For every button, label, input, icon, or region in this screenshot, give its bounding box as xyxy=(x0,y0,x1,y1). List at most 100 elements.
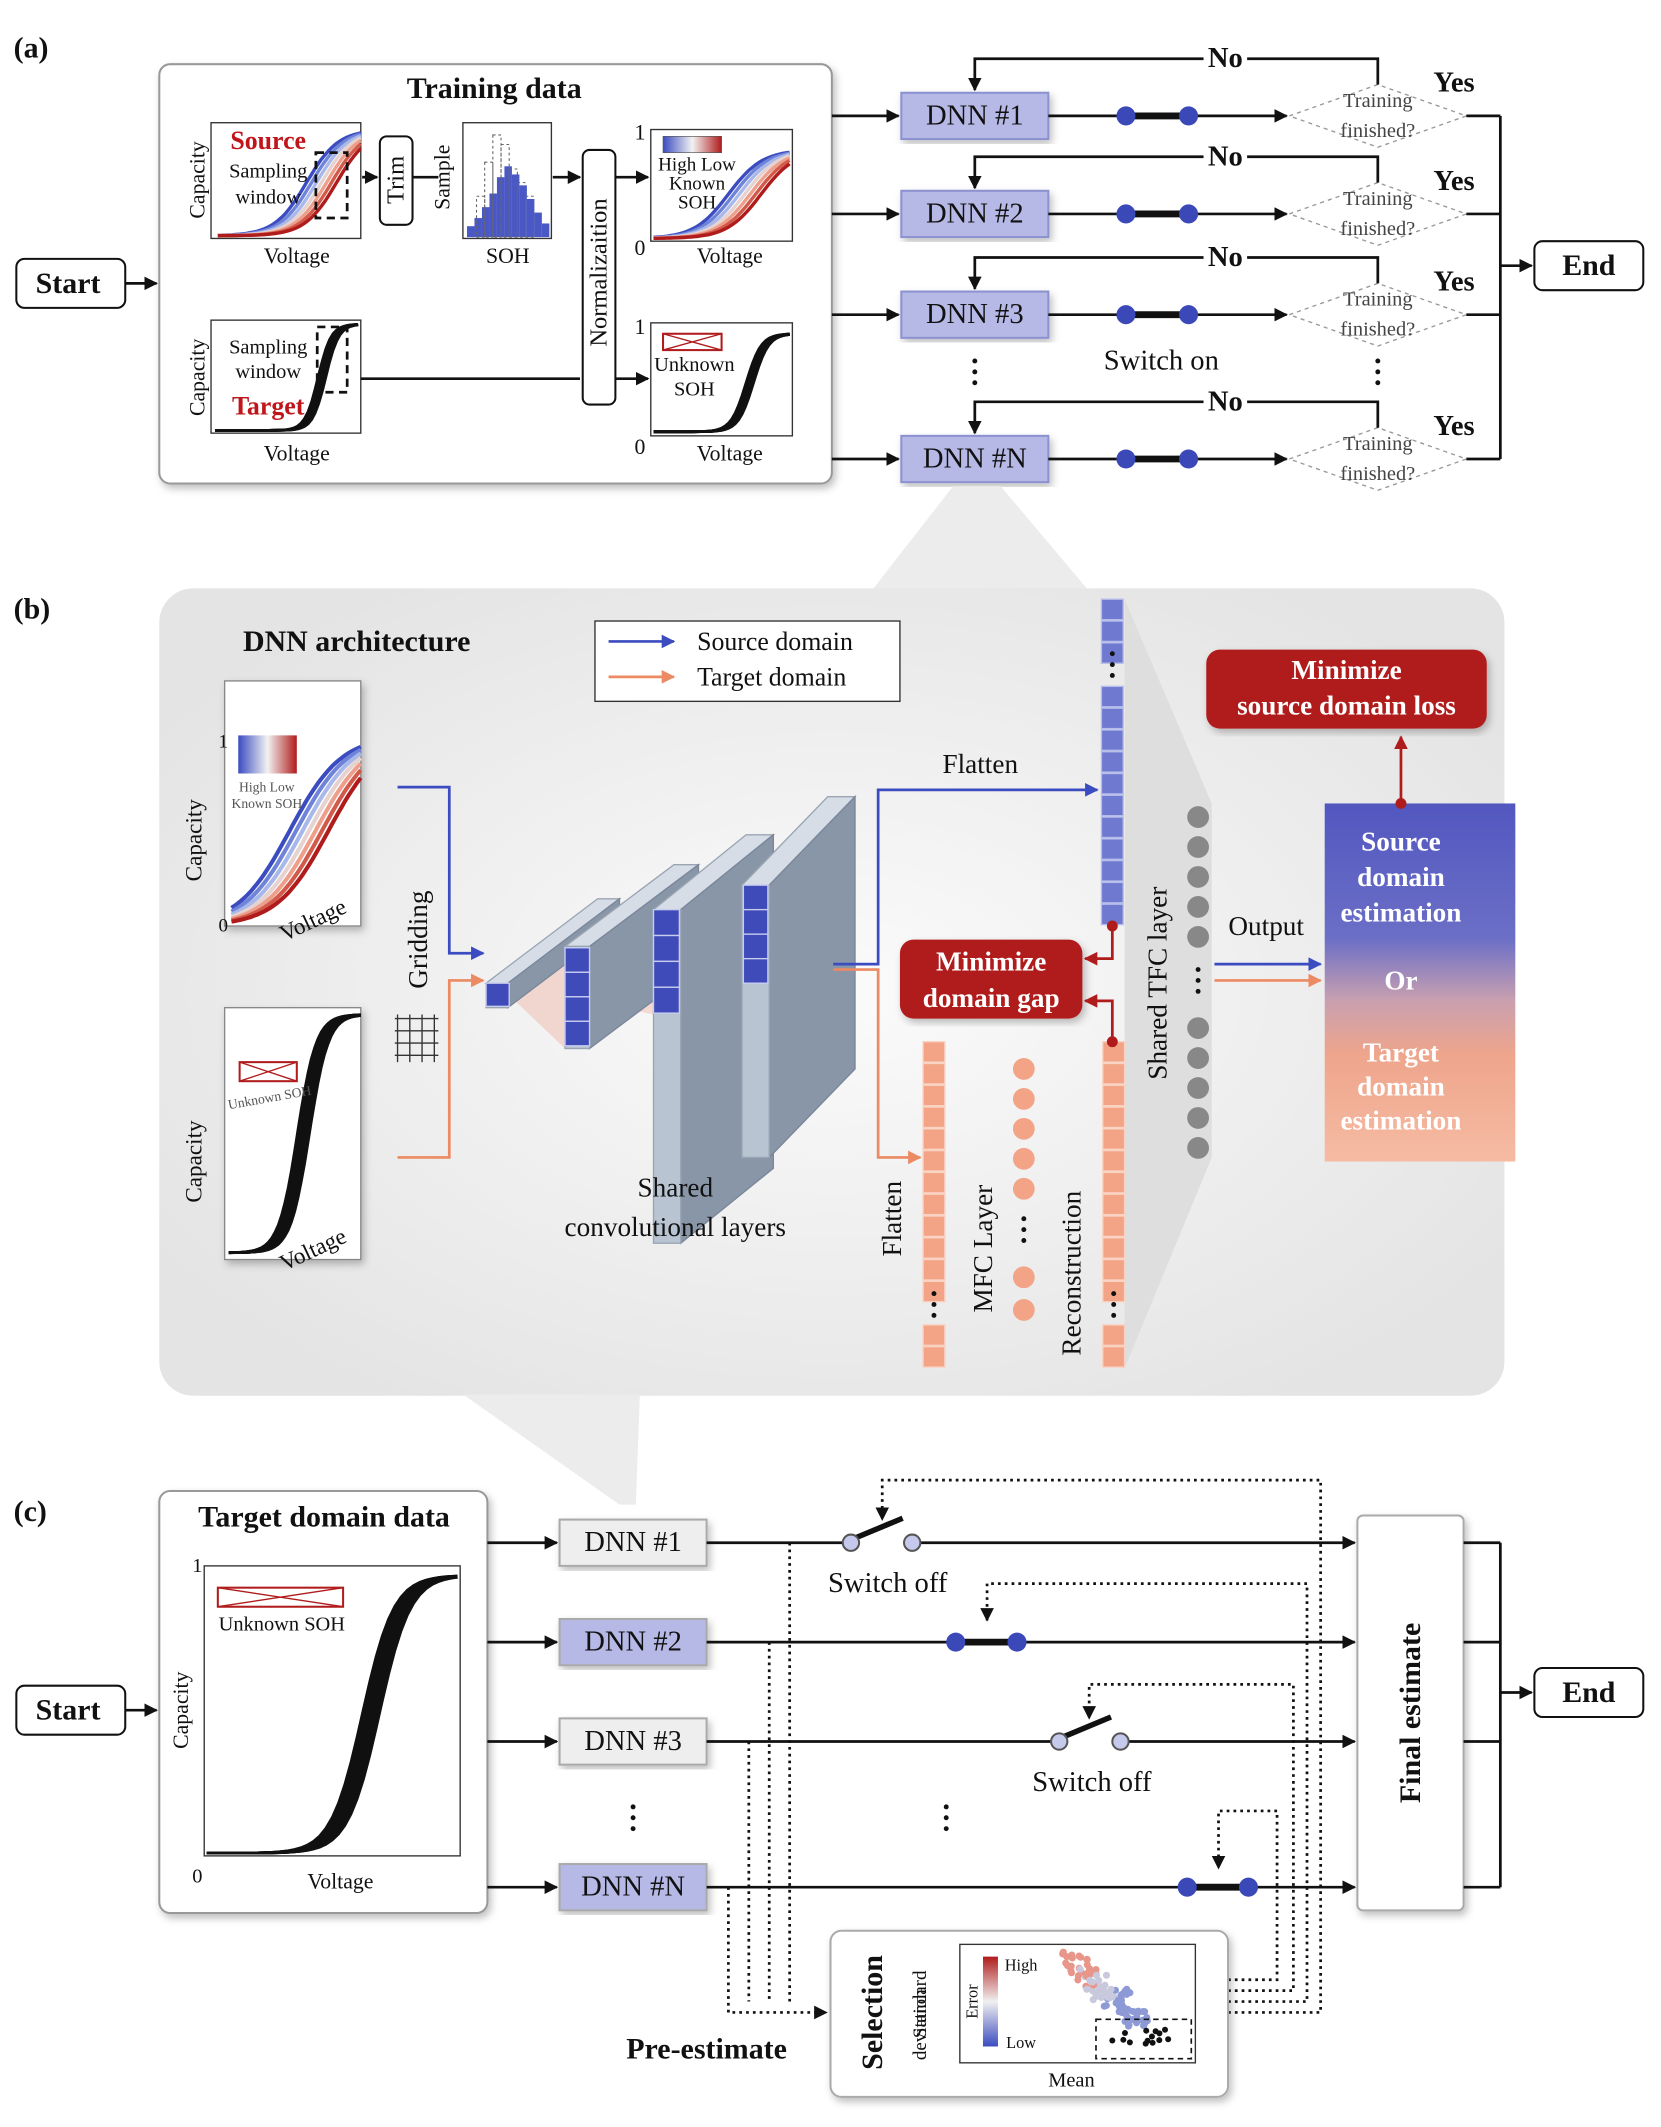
ellipsis-dot xyxy=(931,1291,937,1297)
flatten-cell xyxy=(922,1041,946,1063)
ellipsis-dot xyxy=(931,1302,937,1307)
label: window xyxy=(235,361,301,383)
switch-node xyxy=(1238,1877,1259,1897)
receptive-field xyxy=(507,953,566,1049)
flatten-cell xyxy=(922,1106,946,1129)
label: Or xyxy=(1384,965,1417,995)
label: No xyxy=(1208,386,1243,417)
flatten-cell xyxy=(922,1346,946,1368)
label: DNN #N xyxy=(923,444,1027,475)
feature-cube xyxy=(742,933,769,960)
label: No xyxy=(1208,141,1243,172)
connector xyxy=(968,256,1380,291)
label: DNN #2 xyxy=(926,198,1024,229)
scatter-point xyxy=(1063,1953,1071,1961)
label-bg xyxy=(1203,141,1248,172)
dnn-box xyxy=(900,91,1050,141)
flatten-cell xyxy=(922,1171,946,1194)
label: Switch off xyxy=(828,1568,948,1599)
label: Unknown xyxy=(654,354,735,376)
connector xyxy=(968,57,1380,92)
ellipsis-dot xyxy=(943,1804,949,1810)
legend-box xyxy=(594,620,901,703)
flatten-cell xyxy=(1100,707,1124,730)
label: SOH xyxy=(674,379,715,401)
dot xyxy=(1106,1036,1118,1048)
label: Voltage xyxy=(697,442,763,466)
label-bg xyxy=(1203,43,1248,74)
curve xyxy=(230,748,362,914)
label: Target xyxy=(232,391,305,420)
label: 0 xyxy=(192,1865,202,1887)
trim-box xyxy=(378,135,414,226)
curve xyxy=(231,768,363,923)
dot xyxy=(1106,920,1118,932)
label: Standard xyxy=(910,1970,931,2038)
flatten-cell xyxy=(1100,620,1124,643)
dnn-box xyxy=(900,189,1050,239)
label: Reconstruction xyxy=(1056,1190,1086,1355)
label: 0 xyxy=(219,915,229,936)
label: Known SOH xyxy=(231,796,302,811)
scatter-point xyxy=(1083,1970,1091,1978)
label-bg xyxy=(1203,386,1248,417)
curve xyxy=(206,1575,458,1855)
label: DNN #1 xyxy=(584,1527,682,1558)
reconstruction-cell xyxy=(1102,1128,1126,1150)
flatten-cell xyxy=(922,1258,946,1281)
connector xyxy=(1083,925,1114,966)
label: Training xyxy=(1343,433,1413,455)
plot-frame xyxy=(203,1565,461,1857)
source-loss-box xyxy=(1206,649,1487,729)
mfc-node xyxy=(1012,1088,1035,1110)
tfc-node xyxy=(1187,1017,1209,1039)
histogram-outline xyxy=(484,161,494,238)
switch-node xyxy=(1116,106,1136,126)
switch-node xyxy=(1179,305,1199,325)
gap xyxy=(1059,1734,1128,1749)
label: High Low xyxy=(658,154,736,175)
connector xyxy=(1211,1809,1279,1982)
tfc-node xyxy=(1187,925,1209,948)
ellipsis-dot xyxy=(1195,977,1201,983)
reconstruction-cell xyxy=(1102,1324,1126,1347)
label: convolutional layers xyxy=(565,1212,786,1242)
ellipsis-dot xyxy=(1111,1291,1117,1297)
scatter-point xyxy=(1131,2008,1139,2016)
connector xyxy=(875,1478,1322,2014)
label: Yes xyxy=(1433,411,1474,442)
selected-point xyxy=(1165,2036,1172,2043)
label: DNN #2 xyxy=(584,1627,682,1658)
selected-point xyxy=(1156,2030,1163,2037)
label: DNN #3 xyxy=(926,299,1024,330)
ellipsis-dot xyxy=(630,1804,636,1810)
reconstruction-cell xyxy=(1102,1084,1126,1107)
label: Start xyxy=(36,267,101,300)
curve xyxy=(215,323,359,432)
decision xyxy=(1287,426,1469,492)
scatter-point xyxy=(1103,1992,1111,2000)
switch-lever xyxy=(852,1515,904,1542)
decision xyxy=(1287,282,1469,347)
label: Sample xyxy=(430,145,454,210)
scatter-point xyxy=(1097,1993,1105,2002)
connector xyxy=(397,785,485,961)
tfc-node xyxy=(1187,806,1209,828)
label: Voltage xyxy=(264,442,330,466)
ellipsis-dot xyxy=(1111,1302,1117,1307)
legend-entry: Target domain xyxy=(697,662,846,691)
ellipsis-dot xyxy=(1375,380,1381,386)
label: Target domain data xyxy=(198,1500,450,1533)
flatten-cell xyxy=(922,1084,946,1107)
label: Gridding xyxy=(403,890,433,989)
label: 1 xyxy=(634,120,645,144)
flatten-cell xyxy=(1100,794,1124,817)
label: Voltage xyxy=(307,1870,373,1894)
label: Source xyxy=(1361,827,1441,857)
selected-point xyxy=(1144,2037,1151,2044)
flatten-cell xyxy=(1100,772,1124,795)
label: finished? xyxy=(1340,319,1415,341)
label: High xyxy=(1005,1955,1038,1974)
normalization-box xyxy=(581,148,617,406)
panel-label: (c) xyxy=(14,1495,47,1528)
